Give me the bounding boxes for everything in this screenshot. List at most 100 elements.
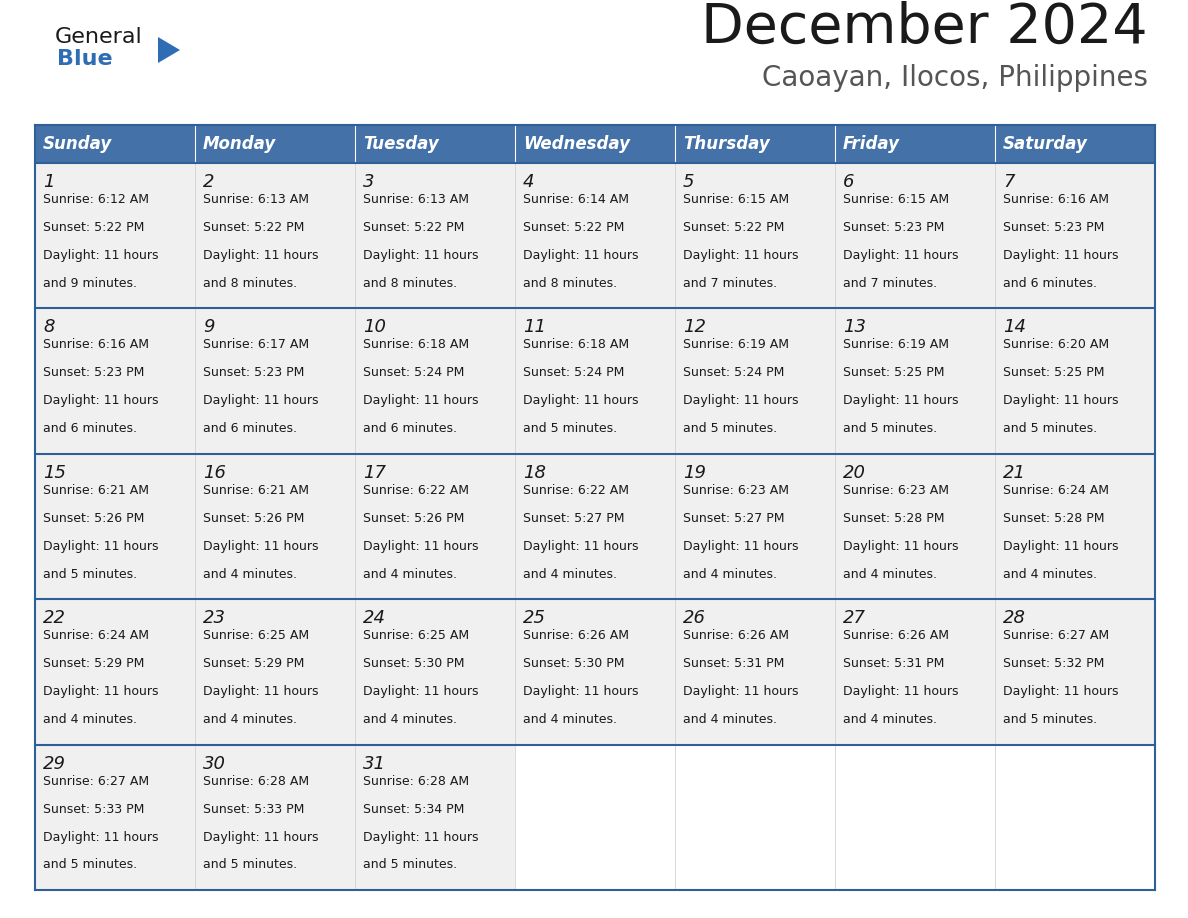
Text: Blue: Blue <box>57 49 113 69</box>
Text: 19: 19 <box>683 464 706 482</box>
Text: Sunrise: 6:23 AM: Sunrise: 6:23 AM <box>683 484 789 497</box>
Bar <box>355 599 516 744</box>
Text: Wednesday: Wednesday <box>523 135 630 153</box>
Text: and 4 minutes.: and 4 minutes. <box>364 713 457 726</box>
Text: Saturday: Saturday <box>1003 135 1088 153</box>
Text: Sunset: 5:26 PM: Sunset: 5:26 PM <box>203 511 304 525</box>
Text: Sunset: 5:24 PM: Sunset: 5:24 PM <box>364 366 465 379</box>
Bar <box>195 744 355 890</box>
Bar <box>675 163 835 308</box>
Text: and 4 minutes.: and 4 minutes. <box>43 713 137 726</box>
Text: and 5 minutes.: and 5 minutes. <box>203 858 297 871</box>
Text: Sunrise: 6:23 AM: Sunrise: 6:23 AM <box>843 484 949 497</box>
Text: Daylight: 11 hours: Daylight: 11 hours <box>683 540 798 553</box>
Bar <box>516 453 675 599</box>
Text: and 4 minutes.: and 4 minutes. <box>683 713 777 726</box>
Text: Sunset: 5:24 PM: Sunset: 5:24 PM <box>523 366 625 379</box>
Bar <box>355 744 516 890</box>
Bar <box>835 163 996 308</box>
Text: Sunrise: 6:25 AM: Sunrise: 6:25 AM <box>203 629 309 643</box>
Text: Daylight: 11 hours: Daylight: 11 hours <box>364 831 479 844</box>
Text: Sunrise: 6:22 AM: Sunrise: 6:22 AM <box>364 484 469 497</box>
Text: Daylight: 11 hours: Daylight: 11 hours <box>523 249 638 262</box>
Text: Daylight: 11 hours: Daylight: 11 hours <box>203 540 318 553</box>
Text: Daylight: 11 hours: Daylight: 11 hours <box>203 685 318 698</box>
Text: Sunrise: 6:18 AM: Sunrise: 6:18 AM <box>364 339 469 352</box>
Text: Sunset: 5:33 PM: Sunset: 5:33 PM <box>43 802 145 815</box>
Text: Sunset: 5:23 PM: Sunset: 5:23 PM <box>203 366 304 379</box>
Text: and 4 minutes.: and 4 minutes. <box>1003 567 1097 581</box>
Text: and 5 minutes.: and 5 minutes. <box>843 422 937 435</box>
Text: 7: 7 <box>1003 173 1015 191</box>
Bar <box>34 453 195 599</box>
Text: Daylight: 11 hours: Daylight: 11 hours <box>364 540 479 553</box>
Text: Sunrise: 6:13 AM: Sunrise: 6:13 AM <box>364 193 469 206</box>
Text: Sunset: 5:28 PM: Sunset: 5:28 PM <box>1003 511 1105 525</box>
Text: and 5 minutes.: and 5 minutes. <box>1003 422 1098 435</box>
Text: Sunrise: 6:15 AM: Sunrise: 6:15 AM <box>843 193 949 206</box>
Text: Sunrise: 6:19 AM: Sunrise: 6:19 AM <box>843 339 949 352</box>
Text: Sunrise: 6:26 AM: Sunrise: 6:26 AM <box>843 629 949 643</box>
Text: Friday: Friday <box>843 135 901 153</box>
Text: Daylight: 11 hours: Daylight: 11 hours <box>843 249 959 262</box>
Text: Daylight: 11 hours: Daylight: 11 hours <box>43 540 158 553</box>
Text: 28: 28 <box>1003 610 1026 627</box>
Text: Sunrise: 6:27 AM: Sunrise: 6:27 AM <box>1003 629 1110 643</box>
Bar <box>835 453 996 599</box>
Text: and 6 minutes.: and 6 minutes. <box>203 422 297 435</box>
Text: Sunrise: 6:14 AM: Sunrise: 6:14 AM <box>523 193 628 206</box>
Text: General: General <box>55 27 143 47</box>
Text: 20: 20 <box>843 464 866 482</box>
Bar <box>195 599 355 744</box>
Text: and 4 minutes.: and 4 minutes. <box>683 567 777 581</box>
Text: and 8 minutes.: and 8 minutes. <box>364 277 457 290</box>
Text: Sunset: 5:25 PM: Sunset: 5:25 PM <box>843 366 944 379</box>
Text: and 8 minutes.: and 8 minutes. <box>523 277 617 290</box>
Bar <box>34 163 195 308</box>
Text: Daylight: 11 hours: Daylight: 11 hours <box>364 249 479 262</box>
Text: 24: 24 <box>364 610 386 627</box>
Text: Daylight: 11 hours: Daylight: 11 hours <box>1003 395 1118 408</box>
Text: and 4 minutes.: and 4 minutes. <box>203 567 297 581</box>
Text: Sunrise: 6:26 AM: Sunrise: 6:26 AM <box>523 629 628 643</box>
Text: 18: 18 <box>523 464 546 482</box>
Text: Sunset: 5:23 PM: Sunset: 5:23 PM <box>843 221 944 234</box>
Text: Sunset: 5:29 PM: Sunset: 5:29 PM <box>43 657 145 670</box>
Text: and 4 minutes.: and 4 minutes. <box>364 567 457 581</box>
Text: and 4 minutes.: and 4 minutes. <box>843 713 937 726</box>
Text: 10: 10 <box>364 319 386 336</box>
Text: Sunset: 5:27 PM: Sunset: 5:27 PM <box>523 511 625 525</box>
Text: and 5 minutes.: and 5 minutes. <box>523 422 617 435</box>
Bar <box>835 308 996 453</box>
Bar <box>195 308 355 453</box>
Text: Daylight: 11 hours: Daylight: 11 hours <box>683 395 798 408</box>
Text: and 4 minutes.: and 4 minutes. <box>523 713 617 726</box>
Text: and 4 minutes.: and 4 minutes. <box>203 713 297 726</box>
Text: 3: 3 <box>364 173 374 191</box>
Text: Tuesday: Tuesday <box>364 135 438 153</box>
Bar <box>996 163 1155 308</box>
Text: 29: 29 <box>43 755 67 773</box>
Text: Sunset: 5:26 PM: Sunset: 5:26 PM <box>43 511 145 525</box>
Text: Daylight: 11 hours: Daylight: 11 hours <box>843 540 959 553</box>
Text: and 6 minutes.: and 6 minutes. <box>364 422 457 435</box>
Bar <box>355 163 516 308</box>
Bar <box>675 744 835 890</box>
Text: Sunrise: 6:15 AM: Sunrise: 6:15 AM <box>683 193 789 206</box>
Text: 22: 22 <box>43 610 67 627</box>
Bar <box>996 308 1155 453</box>
Text: Sunset: 5:26 PM: Sunset: 5:26 PM <box>364 511 465 525</box>
Text: and 9 minutes.: and 9 minutes. <box>43 277 137 290</box>
Text: Caoayan, Ilocos, Philippines: Caoayan, Ilocos, Philippines <box>762 64 1148 92</box>
Bar <box>996 453 1155 599</box>
Text: Sunset: 5:24 PM: Sunset: 5:24 PM <box>683 366 784 379</box>
Text: 2: 2 <box>203 173 215 191</box>
Bar <box>675 453 835 599</box>
Text: Daylight: 11 hours: Daylight: 11 hours <box>683 685 798 698</box>
Text: Sunrise: 6:19 AM: Sunrise: 6:19 AM <box>683 339 789 352</box>
Text: Sunset: 5:23 PM: Sunset: 5:23 PM <box>43 366 145 379</box>
Text: Sunrise: 6:21 AM: Sunrise: 6:21 AM <box>43 484 148 497</box>
Text: and 6 minutes.: and 6 minutes. <box>1003 277 1097 290</box>
Bar <box>996 744 1155 890</box>
Text: Sunset: 5:22 PM: Sunset: 5:22 PM <box>523 221 625 234</box>
